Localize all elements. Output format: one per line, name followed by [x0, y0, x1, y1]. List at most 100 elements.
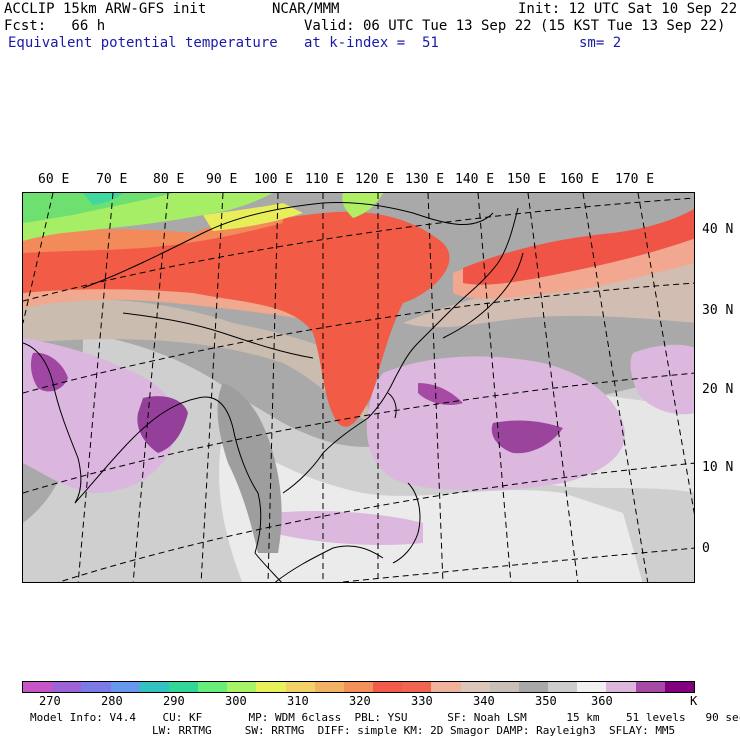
colorbar-segment: [606, 682, 636, 692]
physics-info: LW: RRTMG SW: RRTMG DIFF: simple KM: 2D …: [152, 724, 676, 737]
longitude-line: [77, 193, 114, 582]
longitude-line: [477, 193, 512, 582]
colorbar-segment: [402, 682, 432, 692]
colorbar-segment: [285, 682, 315, 692]
colorbar-label: 340: [473, 694, 495, 708]
colorbar-segment: [52, 682, 82, 692]
warm-core: [23, 211, 450, 427]
colorbar-segment: [518, 682, 549, 692]
coastlines: [23, 202, 524, 582]
institution-label: NCAR/MMM: [272, 1, 340, 17]
tan-band: [23, 299, 373, 423]
longitude-line: [582, 193, 649, 582]
latitude-line: [23, 372, 694, 494]
longitude-line: [23, 193, 54, 324]
colorbar-segment: [256, 682, 286, 692]
indochina-coast: [232, 427, 282, 582]
lon-label: 90 E: [206, 172, 238, 187]
field-name: Equivalent potential temperature: [8, 35, 278, 51]
lat-label: 10 N: [702, 460, 734, 475]
warm-core: [463, 209, 694, 285]
k-index: at k-index = 51: [304, 35, 439, 51]
colorbar-label: 330: [411, 694, 433, 708]
japan-coast: [442, 252, 524, 339]
purple-core: [418, 383, 463, 405]
china-coast: [282, 342, 419, 494]
india-west-coast: [23, 342, 82, 504]
init-time: Init: 12 UTC Sat 10 Sep 22: [518, 1, 738, 17]
lighter-field: [219, 433, 643, 582]
colorbar-segment: [373, 682, 403, 692]
colorbar-label: 280: [101, 694, 123, 708]
colorbar-segment: [227, 682, 257, 692]
purple-core: [491, 420, 563, 454]
lilac-area: [273, 511, 423, 545]
green-north: [342, 193, 383, 218]
colorbar-segment: [664, 682, 694, 692]
smoothing: sm= 2: [579, 35, 622, 51]
colorbar-segment: [198, 682, 228, 692]
latitude-line: [337, 547, 694, 582]
lon-label: 140 E: [455, 172, 495, 187]
colorbar-segment: [577, 682, 607, 692]
colorbar-label: 350: [535, 694, 557, 708]
colorbar-segment: [343, 682, 374, 692]
interior-border: [122, 312, 314, 359]
graticule: [23, 193, 694, 582]
lon-label: 70 E: [96, 172, 128, 187]
colorbar: [22, 681, 695, 693]
latitude-line: [57, 462, 694, 582]
lilac-area: [630, 344, 694, 415]
lon-label: 60 E: [38, 172, 70, 187]
borneo-coast: [274, 545, 384, 582]
lat-label: 0: [702, 541, 710, 556]
colorbar-label: 360: [591, 694, 613, 708]
colorbar-segment: [139, 682, 169, 692]
colorbar-segment: [314, 682, 344, 692]
longitude-line: [267, 193, 279, 582]
purple-core: [137, 396, 188, 453]
lon-label: 170 E: [615, 172, 655, 187]
colorbar-label: 290: [163, 694, 185, 708]
valid-time: Valid: 06 UTC Tue 13 Sep 22 (15 KST Tue …: [304, 18, 726, 34]
colorbar-unit: K: [690, 694, 698, 708]
north-border: [82, 202, 494, 289]
philippines: [392, 482, 421, 564]
lon-label: 150 E: [507, 172, 547, 187]
yellow-north: [203, 203, 303, 231]
colorbar-segment: [81, 682, 111, 692]
lon-label: 80 E: [153, 172, 185, 187]
india-east-coast: [74, 396, 234, 504]
colorbar-label: 310: [287, 694, 309, 708]
land-gray: [217, 383, 282, 553]
colorbar-segment: [110, 682, 140, 692]
colorbar-label: 270: [39, 694, 61, 708]
model-info: Model Info: V4.4 CU: KF MP: WDM 6class P…: [30, 711, 740, 724]
colorbar-label: 300: [225, 694, 247, 708]
lon-label: 100 E: [254, 172, 294, 187]
latitude-line: [23, 282, 694, 394]
colorbar-segment: [489, 682, 519, 692]
colorbar-segment: [431, 682, 461, 692]
map-canvas: [23, 193, 694, 582]
colorbar-segment: [168, 682, 199, 692]
colorbar-segment: [635, 682, 665, 692]
latitude-line: [23, 197, 694, 302]
lon-label: 120 E: [355, 172, 395, 187]
korea-japan-coast: [417, 207, 519, 344]
longitude-line: [427, 193, 444, 582]
theta-e-map: [22, 192, 695, 583]
lon-label: 160 E: [560, 172, 600, 187]
lat-label: 30 N: [702, 303, 734, 318]
model-title: ACCLIP 15km ARW-GFS init: [4, 1, 207, 17]
longitude-line: [637, 193, 694, 515]
longitude-line: [200, 193, 224, 582]
taiwan: [387, 392, 397, 419]
orange-fringe: [23, 208, 283, 253]
colorbar-segment: [460, 682, 490, 692]
longitude-line: [132, 193, 169, 582]
lat-label: 40 N: [702, 222, 734, 237]
longitude-line: [527, 193, 579, 582]
green-north: [23, 193, 173, 223]
colorbar-segment: [23, 682, 53, 692]
